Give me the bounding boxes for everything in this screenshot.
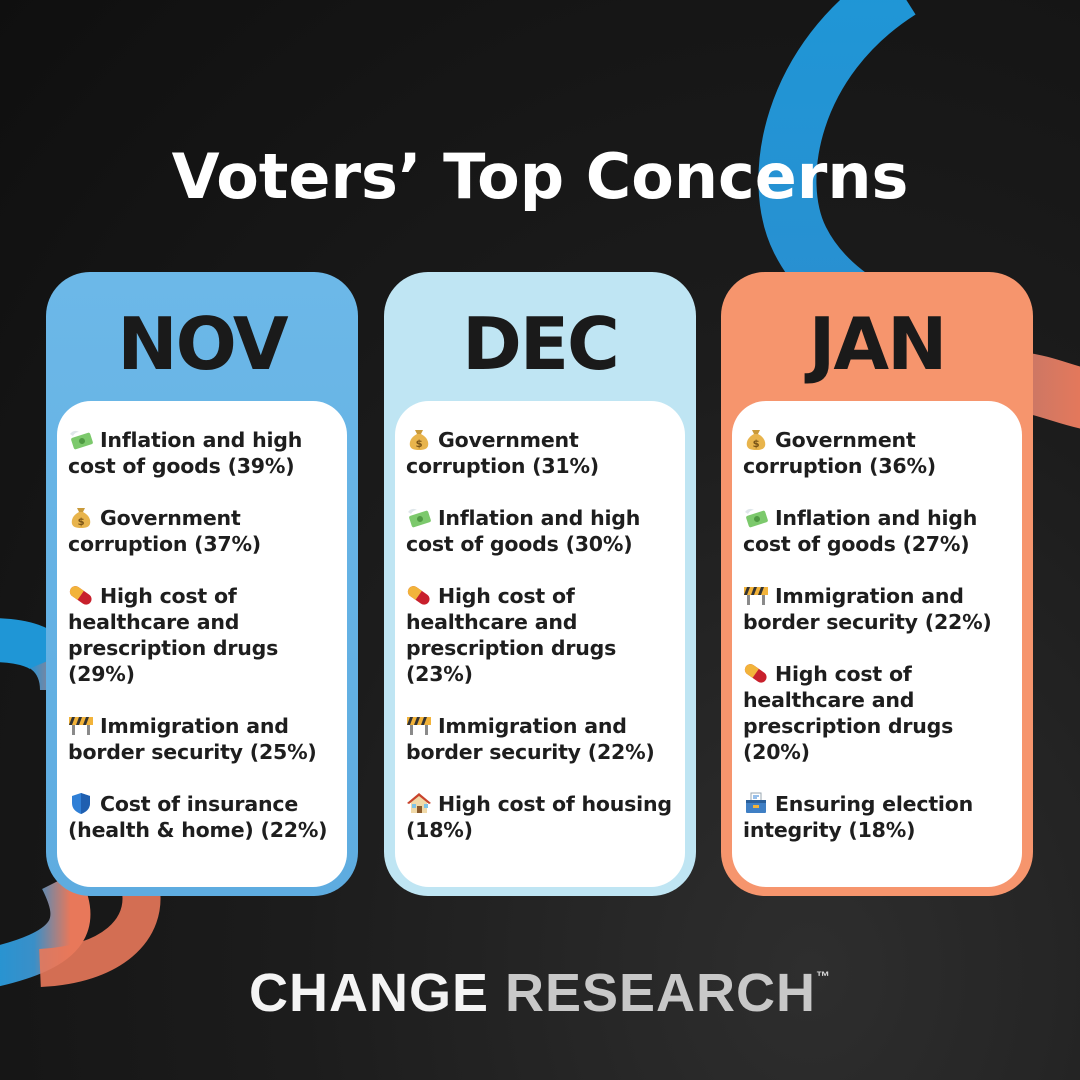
svg-text:$: $ [753, 439, 760, 450]
money-bag-icon: $ [409, 430, 429, 450]
list-item: High cost of healthcare and prescription… [68, 584, 279, 686]
logo-word-research: RESEARCH [504, 963, 817, 1023]
money-with-wings-icon [408, 508, 431, 528]
list-item: Inflation and high cost of goods (39%) [68, 428, 303, 478]
money-with-wings-icon [745, 508, 768, 528]
pill-icon [69, 586, 92, 605]
money-bag-icon: $ [71, 508, 91, 528]
month-card-dec: DEC $ Government corruption (31%) Inflat… [384, 272, 696, 896]
construction-barrier-icon [744, 587, 768, 605]
trademark-mark: ™ [816, 968, 832, 984]
page-title: Voters’ Top Concerns [171, 140, 909, 213]
month-card-jan: JAN $ Government corruption (36%) Inflat… [721, 272, 1033, 896]
list-item: High cost of healthcare and prescription… [743, 662, 954, 764]
construction-barrier-icon [407, 717, 431, 735]
list-item: $ Government corruption (31%) [406, 428, 599, 478]
list-item: Immigration and border security (22%) [743, 584, 992, 634]
brand-logo: CHANGE RESEARCH™ [0, 946, 1080, 1023]
construction-barrier-icon [69, 717, 93, 735]
list-item: $ Government corruption (36%) [743, 428, 936, 478]
money-bag-icon: $ [746, 430, 766, 450]
month-heading: NOV [117, 302, 288, 386]
list-item: Inflation and high cost of goods (27%) [743, 506, 978, 556]
list-item: High cost of housing (18%) [406, 792, 672, 842]
list-item: $ Government corruption (37%) [68, 506, 261, 556]
svg-text:$: $ [416, 439, 423, 450]
pill-icon [407, 586, 430, 605]
money-with-wings-icon [70, 430, 93, 450]
house-icon [407, 793, 431, 813]
logo-word-change: CHANGE [248, 963, 489, 1023]
pill-icon [744, 664, 767, 683]
list-item: Cost of insurance (health & home) (22%) [68, 792, 328, 842]
svg-text:$: $ [78, 517, 85, 528]
concerns-list: $ Government corruption (36%) Inflation … [732, 401, 1022, 887]
list-item: Immigration and border security (22%) [406, 714, 655, 764]
list-item: Immigration and border security (25%) [68, 714, 317, 764]
month-card-nov: NOV Inflation and high cost of goods (39… [46, 272, 358, 896]
concerns-list: $ Government corruption (31%) Inflation … [395, 401, 685, 887]
list-item: Ensuring election integrity (18%) [743, 792, 974, 842]
month-heading: DEC [462, 302, 620, 386]
month-heading: JAN [808, 302, 948, 386]
list-item: High cost of healthcare and prescription… [406, 584, 617, 686]
shield-icon [72, 793, 90, 814]
list-item: Inflation and high cost of goods (30%) [406, 506, 641, 556]
ballot-box-icon [746, 792, 766, 813]
concerns-list: Inflation and high cost of goods (39%) $… [57, 401, 347, 887]
